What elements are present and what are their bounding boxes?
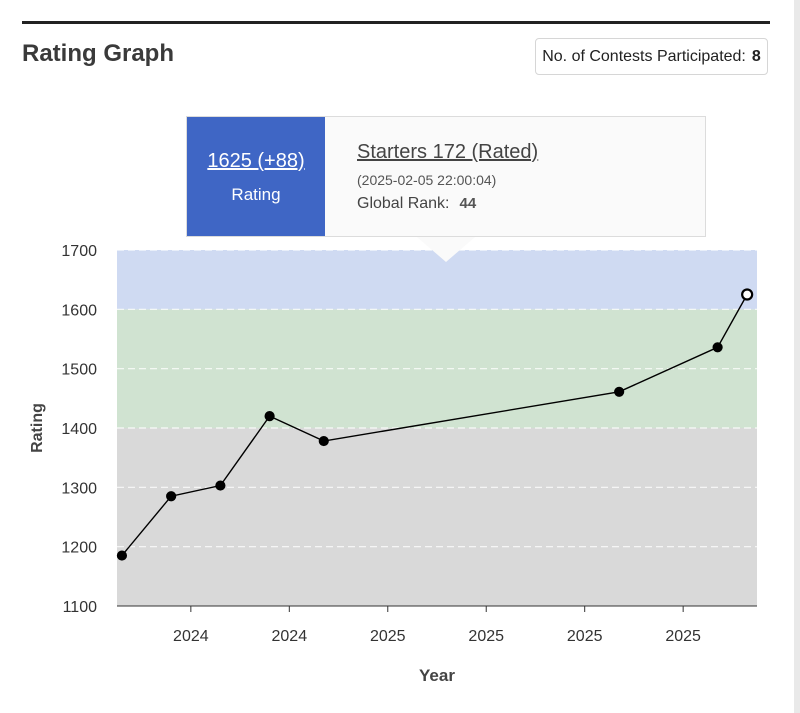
data-point	[116, 550, 128, 561]
rating-series	[116, 288, 754, 561]
data-point	[215, 480, 226, 491]
data-point	[712, 342, 723, 353]
y-tick-label: 1700	[61, 243, 97, 260]
y-axis-title: Rating	[29, 403, 46, 453]
series-line-0	[121, 294, 748, 557]
rating-band-0	[117, 428, 757, 606]
contest-tooltip: 1625 (+88) Rating Starters 172 (Rated) (…	[186, 116, 706, 237]
y-tick-labels: 1100 1200 1300 1400 1500 1600 1700	[61, 243, 97, 616]
x-tick-label: 2025	[468, 628, 504, 645]
scrollbar-track[interactable]	[794, 0, 800, 713]
tooltip-rating-value[interactable]: 1625 (+88)	[207, 150, 305, 172]
contests-label: No. of Contests Participated:	[542, 47, 746, 65]
data-point	[614, 386, 625, 397]
x-tick-label: 2024	[272, 628, 308, 645]
y-tick-label: 1200	[61, 540, 97, 557]
contests-count-badge: No. of Contests Participated: 8	[535, 38, 768, 75]
tooltip-details: Starters 172 (Rated) (2025-02-05 22:00:0…	[325, 117, 538, 236]
y-tick-label: 1100	[63, 599, 98, 616]
y-tick-label: 1400	[61, 421, 97, 438]
tooltip-global-rank: Global Rank: 44	[357, 195, 538, 213]
data-point-highlighted	[741, 288, 754, 301]
data-point	[166, 491, 177, 502]
x-tick-label: 2024	[173, 628, 209, 645]
y-tick-label: 1500	[61, 362, 97, 379]
axes	[117, 605, 757, 612]
y-tick-label: 1300	[61, 480, 97, 497]
top-rule	[22, 21, 770, 24]
x-tick-label: 2025	[665, 628, 701, 645]
contests-count: 8	[751, 47, 761, 65]
tooltip-contest-date: (2025-02-05 22:00:04)	[357, 172, 497, 188]
x-tick-label: 2025	[370, 628, 406, 645]
y-tick-label: 1600	[61, 302, 97, 319]
tooltip-rank-value: 44	[459, 195, 477, 212]
x-tick-label: 2025	[567, 628, 603, 645]
tooltip-contest-link[interactable]: Starters 172 (Rated)	[357, 141, 539, 163]
tooltip-rating-label: Rating	[231, 185, 281, 204]
tooltip-pointer	[417, 237, 475, 262]
x-axis-title: Year	[419, 666, 455, 685]
data-point	[318, 435, 329, 447]
tooltip-rating-panel: 1625 (+88) Rating	[187, 117, 325, 236]
x-tick-labels: 2024 2024 2025 2025 2025 2025	[173, 628, 701, 645]
data-point	[264, 411, 275, 422]
tooltip-rank-label: Global Rank:	[357, 195, 450, 212]
page-title: Rating Graph	[22, 40, 175, 67]
